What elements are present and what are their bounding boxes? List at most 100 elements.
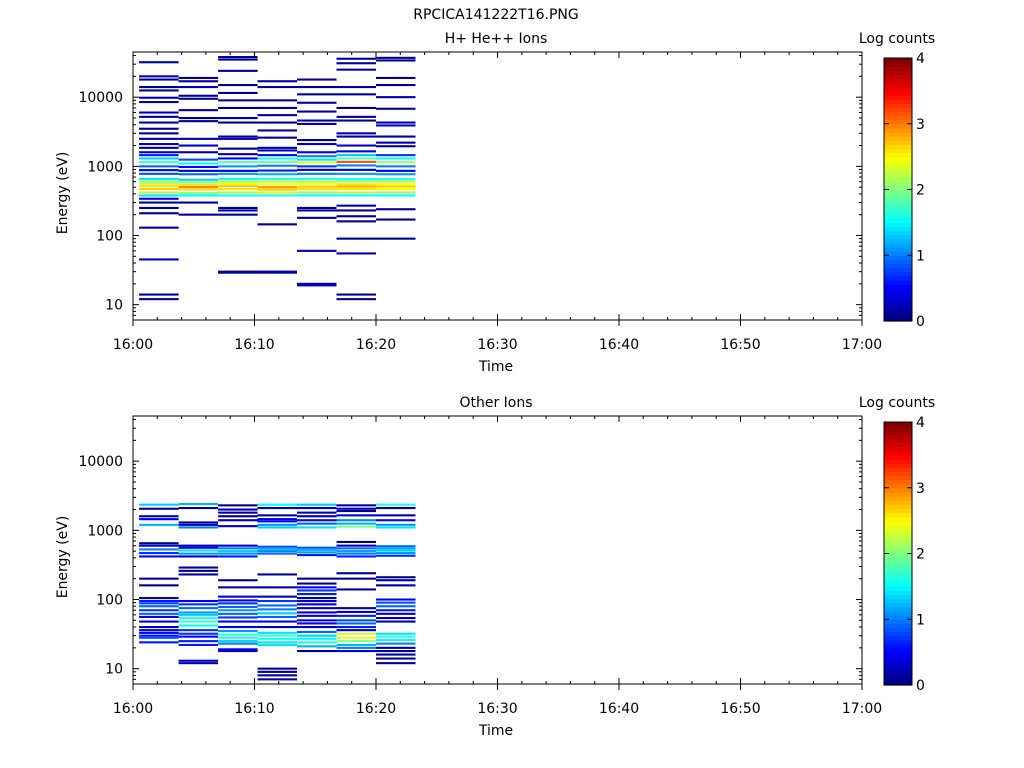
heatmap-cell (376, 646, 416, 649)
heatmap-cell (376, 579, 416, 582)
heatmap-cell (178, 555, 219, 558)
heatmap-cell (376, 183, 416, 186)
heatmap-cell (178, 120, 219, 123)
colorbar-tick-label: 2 (916, 183, 925, 199)
colorbar-tick-label: 3 (916, 481, 925, 497)
colorbar-segment (884, 99, 912, 104)
heatmap-cell (297, 78, 337, 81)
y-tick-label: 10000 (78, 454, 123, 470)
heatmap-cell (139, 555, 179, 558)
heatmap-cell (376, 653, 416, 656)
colorbar-segment (884, 201, 912, 207)
heatmap-cell (178, 80, 219, 83)
heatmap-cell (297, 611, 337, 614)
colorbar-segment (884, 247, 912, 252)
colorbar-segment (884, 123, 912, 129)
heatmap-cell (336, 93, 376, 96)
heatmap-cell (139, 191, 179, 194)
heatmap-cell (376, 59, 416, 62)
heatmap-cell (297, 158, 337, 161)
colorbar-segment (884, 144, 912, 150)
heatmap-cell (376, 218, 416, 221)
colorbar-segment (884, 668, 912, 674)
heatmap-cell (257, 595, 297, 598)
y-tick-label: 100 (96, 592, 123, 608)
heatmap-cell (336, 154, 376, 157)
heatmap-cell (139, 157, 179, 160)
heatmap-cell (336, 514, 376, 517)
heatmap-cell (139, 184, 179, 187)
heatmap-cell (297, 151, 337, 154)
heatmap-cell (257, 678, 297, 681)
heatmap-cell (218, 504, 258, 507)
heatmap-cell (218, 511, 258, 514)
colorbar-segment (884, 537, 912, 542)
panel-1: H+ He++ Ions Log counts1010010001000016:0… (55, 31, 935, 375)
heatmap-cell (336, 519, 376, 522)
heatmap-cell (178, 186, 219, 189)
heatmap-cell (376, 96, 416, 99)
heatmap-cell (297, 607, 337, 610)
heatmap-cell (376, 657, 416, 660)
heatmap-cell (336, 188, 376, 191)
colorbar-segment (884, 131, 912, 137)
heatmap-cell (376, 549, 416, 552)
colorbar-segment (884, 635, 912, 641)
heatmap-cell (336, 194, 376, 197)
colorbar-segment (884, 296, 912, 302)
colorbar-tick-label: 1 (916, 248, 925, 264)
heatmap-cell (376, 194, 416, 197)
heatmap-cell (336, 622, 376, 625)
colorbar-segment (884, 205, 912, 211)
heatmap-cell (257, 157, 297, 160)
heatmap-cell (139, 143, 179, 146)
colorbar-segment (884, 660, 912, 666)
heatmap-cell (297, 122, 337, 125)
heatmap-cell (218, 508, 258, 511)
heatmap-cell (336, 643, 376, 646)
heatmap-cell (376, 135, 416, 138)
colorbar-segment (884, 267, 912, 273)
colorbar-segment (884, 569, 912, 575)
heatmap-cell (178, 507, 219, 510)
colorbar-segment (884, 463, 912, 468)
y-tick-label: 1000 (87, 159, 123, 175)
colorbar-segment (884, 263, 912, 269)
heatmap-cell (376, 154, 416, 157)
colorbar-tick-label: 0 (916, 314, 925, 330)
colorbar-segment (884, 652, 912, 657)
heatmap-cell (257, 518, 297, 521)
heatmap-cell (178, 76, 219, 79)
heatmap-cell (336, 636, 376, 639)
heatmap-cell (376, 188, 416, 191)
colorbar-tick-label: 4 (916, 51, 925, 67)
heatmap-cell (218, 515, 258, 518)
heatmap-cell (257, 146, 297, 149)
heatmap-cell (297, 614, 337, 617)
heatmap-cell (218, 642, 258, 645)
heatmap-cell (297, 511, 337, 514)
heatmap-cell (178, 137, 219, 140)
heatmap-cell (297, 139, 337, 142)
heatmap-cell (139, 180, 179, 183)
heatmap-cell (218, 555, 258, 558)
heatmap-cell (297, 143, 337, 146)
y-axis-label: Energy (eV) (55, 516, 71, 599)
heatmap-cell (257, 503, 297, 506)
x-tick-label: 16:30 (477, 701, 517, 717)
heatmap-cell (336, 614, 376, 617)
heatmap-cell (257, 136, 297, 139)
colorbar-segment (884, 226, 912, 232)
heatmap-cell (336, 650, 376, 653)
heatmap-cell (336, 115, 376, 118)
x-tick-label: 16:40 (599, 337, 639, 353)
heatmap-cell (376, 609, 416, 612)
heatmap-cell (336, 252, 376, 255)
heatmap-cell (297, 182, 337, 185)
heatmap-cell (139, 523, 179, 526)
colorbar-segment (884, 86, 912, 92)
heatmap-cell (178, 109, 219, 112)
heatmap-cell (336, 610, 376, 613)
heatmap-cell (218, 106, 258, 109)
heatmap-cell (139, 507, 179, 510)
